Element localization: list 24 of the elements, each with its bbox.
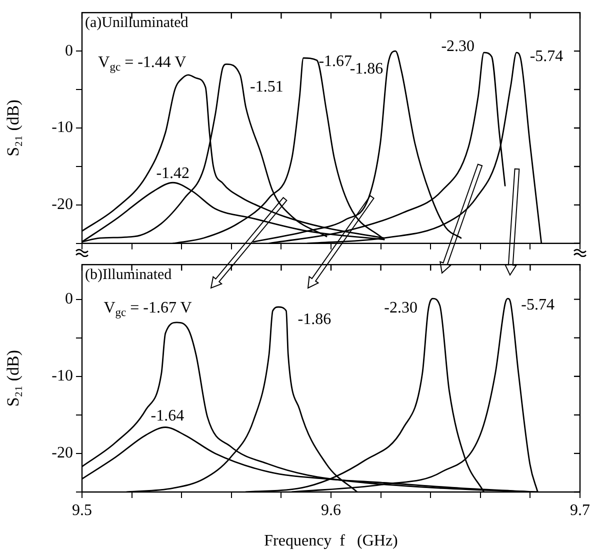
- series-label: -2.30: [384, 300, 418, 317]
- series-label: -1.64: [150, 407, 184, 424]
- y-tick-label: -20: [52, 444, 73, 462]
- y-axis-title: S₂₁ (dB): [4, 350, 23, 407]
- legend-label: -5.74: [521, 296, 554, 314]
- series-label: -2.30: [441, 38, 475, 55]
- y-tick-label: 0: [65, 42, 73, 60]
- series-label: -1.86: [298, 311, 332, 328]
- x-axis-title: Frequency f (GHz): [264, 532, 398, 550]
- x-tick-label: 9.6: [321, 502, 341, 519]
- y-axis-title: S₂₁ (dB): [4, 100, 23, 156]
- y-tick-label: 0: [65, 290, 73, 308]
- y-tick-label: -10: [52, 119, 73, 136]
- series-label: -1.86: [350, 60, 384, 78]
- y-tick-label: -20: [52, 196, 73, 214]
- y-tick-label: -10: [52, 368, 73, 385]
- series-label: -1.67: [318, 53, 352, 70]
- annotation: (a)Unilluminated: [85, 15, 189, 32]
- x-tick-label: 9.5: [72, 502, 92, 519]
- series-label: -1.42: [156, 164, 190, 182]
- series-label: -1.51: [250, 78, 284, 96]
- x-tick-label: 9.7: [570, 502, 590, 519]
- legend-label: -5.74: [530, 48, 564, 65]
- annotation: (b)Illuminated: [85, 267, 172, 284]
